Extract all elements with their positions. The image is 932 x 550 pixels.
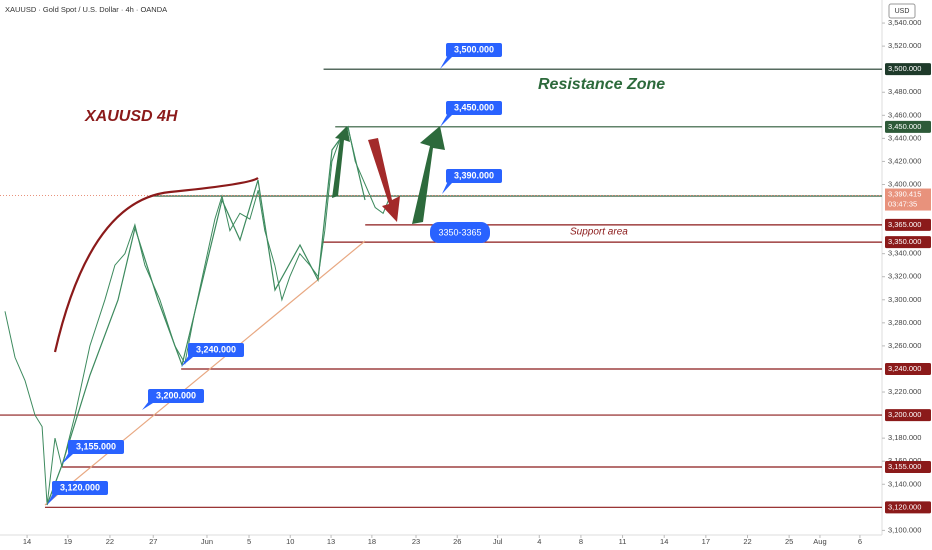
level-badge-text: 3,350.000 bbox=[888, 237, 921, 246]
zone-callout bbox=[430, 222, 490, 243]
countdown-text: 03:47:35 bbox=[888, 200, 917, 209]
x-tick-label: 22 bbox=[743, 537, 751, 546]
x-tick-label: 17 bbox=[702, 537, 710, 546]
x-tick-label: 27 bbox=[149, 537, 157, 546]
currency: USD bbox=[895, 8, 910, 15]
x-tick-label: 22 bbox=[106, 537, 114, 546]
callout-tip bbox=[62, 452, 73, 464]
level-badge bbox=[885, 460, 931, 473]
callout-tip bbox=[442, 181, 452, 194]
arc bbox=[53, 177, 259, 353]
callout bbox=[148, 389, 204, 403]
y-tick-label: 3,180.000 bbox=[888, 433, 921, 442]
x-tick-label: Aug bbox=[813, 537, 826, 546]
callout-text: 3,500.000 bbox=[454, 44, 494, 54]
y-tick-label: 3,100.000 bbox=[888, 525, 921, 534]
y-tick-label: 3,220.000 bbox=[888, 387, 921, 396]
callout-tip bbox=[142, 401, 153, 410]
x-tick-label: 4 bbox=[537, 537, 541, 546]
level-badge-text: 3,155.000 bbox=[888, 462, 921, 471]
header: XAUUSD · Gold Spot / U.S. Dollar · 4h · … bbox=[5, 5, 167, 14]
up-arrow bbox=[332, 126, 350, 198]
y-tick-label: 3,420.000 bbox=[888, 156, 921, 165]
callout-tip bbox=[440, 55, 452, 69]
level-badge bbox=[885, 501, 931, 514]
x-tick-label: 18 bbox=[368, 537, 376, 546]
plot: 3,100.000 3,140.000 3,160.000 3,180.000 3,22… bbox=[0, 18, 931, 546]
x-tick-label: 23 bbox=[412, 537, 420, 546]
callout-tip bbox=[181, 355, 193, 367]
x-tick-label: 25 bbox=[785, 537, 793, 546]
callout-text: 3,390.000 bbox=[454, 170, 494, 180]
zone-text: 3350-3365 bbox=[438, 227, 481, 237]
level-badge bbox=[885, 63, 931, 76]
level-badge-text: 3,240.000 bbox=[888, 364, 921, 373]
x-tick-label: 10 bbox=[286, 537, 294, 546]
callout bbox=[446, 43, 502, 57]
y-tick-label: 3,260.000 bbox=[888, 341, 921, 350]
x-tick-label: 11 bbox=[619, 537, 627, 546]
level-badge bbox=[885, 362, 931, 375]
level-badge-text: 3,450.000 bbox=[888, 122, 921, 131]
level-badge-text: 3,200.000 bbox=[888, 410, 921, 419]
level-badge-text: 3,500.000 bbox=[888, 64, 921, 73]
callout bbox=[446, 169, 502, 183]
resistance-label: Resistance Zone bbox=[538, 76, 665, 93]
callout bbox=[446, 101, 502, 115]
callout-text: 3,200.000 bbox=[156, 390, 196, 400]
y-tick-label: 3,280.000 bbox=[888, 318, 921, 327]
y-tick-label: 3,300.000 bbox=[888, 295, 921, 304]
x-tick-label: 6 bbox=[858, 537, 862, 546]
level-badge-text: 3,365.000 bbox=[888, 220, 921, 229]
callout-tip bbox=[440, 113, 452, 127]
level-badge-text: 3,120.000 bbox=[888, 502, 921, 511]
up-arrow bbox=[412, 126, 445, 224]
price-line bbox=[4, 125, 391, 506]
x-tick-label: 26 bbox=[453, 537, 461, 546]
last-price-badge bbox=[885, 188, 931, 211]
down-arrow bbox=[368, 138, 400, 222]
x-tick-label: 19 bbox=[64, 537, 72, 546]
level-badge bbox=[885, 120, 931, 133]
x-tick-label: Jul bbox=[493, 537, 503, 546]
x-tick-label: 14 bbox=[23, 537, 31, 546]
callout bbox=[52, 481, 108, 495]
x-tick-label: 13 bbox=[327, 537, 335, 546]
callout bbox=[188, 343, 244, 357]
callout bbox=[68, 440, 124, 454]
x-tick-label: 8 bbox=[579, 537, 583, 546]
y-tick-label: 3,460.000 bbox=[888, 110, 921, 119]
callout-text: 3,240.000 bbox=[196, 344, 236, 354]
y-tick-label: 3,320.000 bbox=[888, 272, 921, 281]
callouts: 3,500.000 3,450.000 3,390.000 3,240.000 … bbox=[47, 43, 502, 505]
y-tick-label: 3,140.000 bbox=[888, 479, 921, 488]
last-price-text: 3,390.415 bbox=[888, 190, 921, 199]
x-tick-label: 14 bbox=[660, 537, 668, 546]
y-tick-label: 3,160.000 bbox=[888, 456, 921, 465]
callout-text: 3,450.000 bbox=[454, 102, 494, 112]
x-tick-label: Jun bbox=[201, 537, 213, 546]
chart-title: XAUUSD 4H bbox=[84, 108, 178, 125]
y-tick-label: 3,520.000 bbox=[888, 41, 921, 50]
callout-tip bbox=[47, 493, 57, 505]
y-tick-label: 3,540.000 bbox=[888, 18, 921, 27]
level-badge bbox=[885, 236, 931, 249]
callout-text: 3,120.000 bbox=[60, 482, 100, 492]
y-tick-label: 3,480.000 bbox=[888, 87, 921, 96]
y-tick-label: 3,400.000 bbox=[888, 179, 921, 188]
x-tick-label: 5 bbox=[247, 537, 251, 546]
trend-line bbox=[44, 240, 366, 506]
callout-text: 3,155.000 bbox=[76, 441, 116, 451]
support-label: Support area bbox=[570, 227, 628, 238]
y-tick-label: 3,340.000 bbox=[888, 249, 921, 258]
level-badge bbox=[885, 409, 931, 422]
y-tick-label: 3,440.000 bbox=[888, 133, 921, 142]
zigzag bbox=[46, 126, 366, 506]
level-badge bbox=[885, 218, 931, 231]
currency-box bbox=[888, 3, 916, 19]
